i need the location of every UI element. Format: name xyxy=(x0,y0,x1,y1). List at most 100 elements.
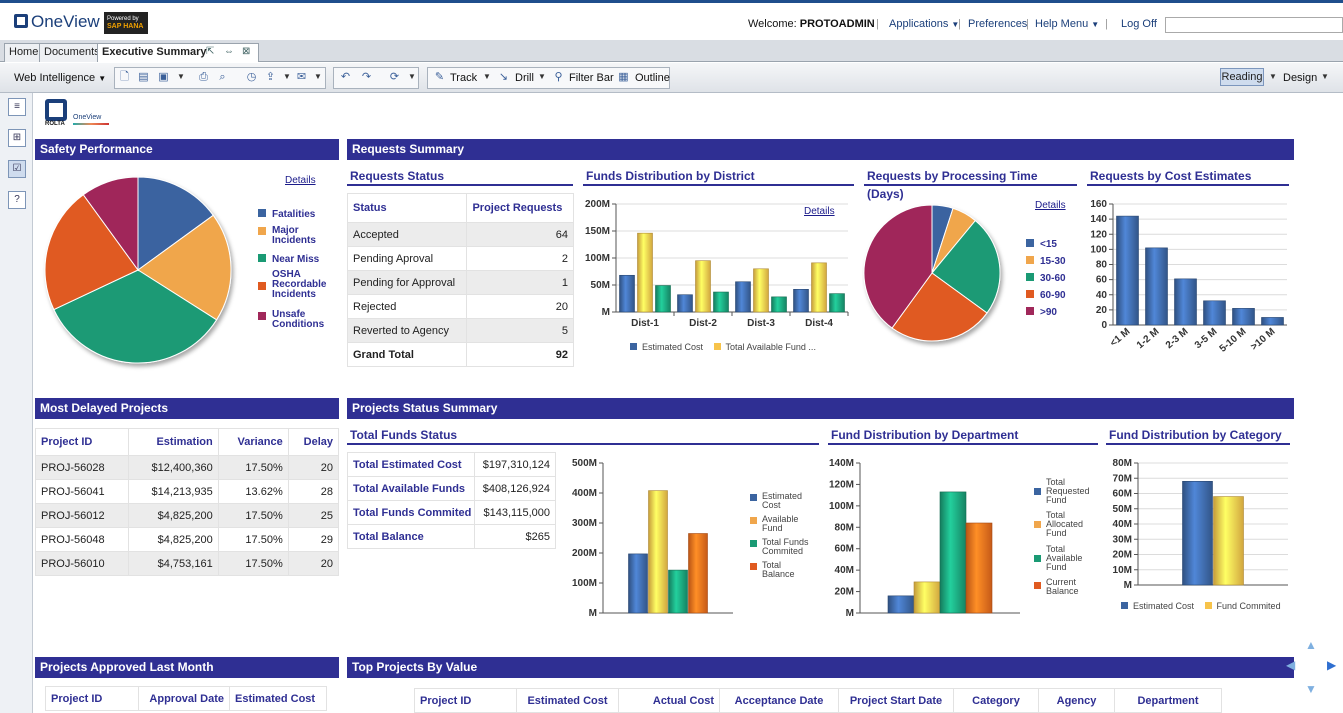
x-tick-label: Dist-2 xyxy=(689,318,717,329)
bar[interactable] xyxy=(713,291,729,313)
pie-slice[interactable] xyxy=(53,269,218,364)
help-icon[interactable]: ? xyxy=(8,191,26,209)
pie-slice[interactable] xyxy=(931,219,1001,314)
email-caret-icon[interactable]: ▼ xyxy=(314,72,322,81)
input-controls-icon[interactable]: ☑ xyxy=(8,160,26,178)
filter-bar-button[interactable]: Filter Bar xyxy=(569,72,614,84)
filter-bar-icon[interactable]: ⚲ xyxy=(554,71,563,83)
search-input[interactable] xyxy=(1165,17,1343,33)
drill-button[interactable]: Drill xyxy=(515,72,534,84)
bar[interactable] xyxy=(913,581,941,614)
close-tab-icon[interactable]: ⊠ xyxy=(242,46,251,57)
bar[interactable] xyxy=(688,533,708,614)
applications-menu[interactable]: Applications ▼ xyxy=(889,18,960,30)
bar[interactable] xyxy=(655,285,671,313)
bar[interactable] xyxy=(695,260,711,313)
float-icon[interactable]: ⇔ xyxy=(224,46,234,57)
pie-slice[interactable] xyxy=(44,194,139,311)
web-intelligence-menu[interactable]: Web Intelligence ▼ xyxy=(14,72,107,84)
bar[interactable] xyxy=(648,490,668,614)
cost-estimates-chart: 0 20 40 60 80 100 120 140 160 <1 M 1-2 M 2-3 M 3-5 M… xyxy=(1090,199,1287,355)
pie-slice[interactable] xyxy=(137,214,232,321)
email-icon[interactable]: ✉ xyxy=(296,71,307,83)
document-summary-icon[interactable]: ≡ xyxy=(8,98,26,116)
export-caret-icon[interactable]: ▼ xyxy=(283,72,291,81)
redo-icon[interactable]: ↷ xyxy=(361,71,372,83)
reading-caret-icon[interactable]: ▼ xyxy=(1269,72,1277,81)
pie-slice[interactable] xyxy=(137,176,214,271)
refresh-icon[interactable]: ⟳ xyxy=(389,71,400,83)
bar[interactable] xyxy=(1261,317,1284,326)
pie-slice[interactable] xyxy=(863,204,933,329)
page-right-arrow-icon[interactable]: ▶ xyxy=(1327,658,1337,672)
page-left-arrow-icon[interactable]: ◀ xyxy=(1286,658,1296,672)
track-icon[interactable]: ✎ xyxy=(434,71,445,83)
bar[interactable] xyxy=(939,491,967,614)
column-header: Approval Date xyxy=(138,686,230,711)
bar[interactable] xyxy=(637,232,653,313)
legend-item: Total Funds Commited xyxy=(750,538,812,561)
bar[interactable] xyxy=(771,296,787,313)
track-caret-icon[interactable]: ▼ xyxy=(483,72,491,81)
category-legend: Estimated Cost Fund Commited xyxy=(1121,602,1281,611)
bar[interactable] xyxy=(793,289,809,313)
bar[interactable] xyxy=(1182,480,1213,586)
funds-district-details-link[interactable]: Details xyxy=(804,206,835,217)
export-icon[interactable]: ⇪ xyxy=(265,71,276,83)
help-menu[interactable]: Help Menu ▼ xyxy=(1035,18,1100,30)
y-tick-label: M xyxy=(1124,580,1132,591)
design-caret-icon[interactable]: ▼ xyxy=(1321,72,1329,81)
print-icon[interactable]: ⎙ xyxy=(199,71,208,83)
bar[interactable] xyxy=(668,569,688,614)
safety-details-link[interactable]: Details xyxy=(285,175,316,186)
refresh-caret-icon[interactable]: ▼ xyxy=(408,72,416,81)
bar[interactable] xyxy=(1174,278,1197,326)
bar[interactable] xyxy=(753,268,769,313)
open-folder-icon[interactable]: ▤ xyxy=(138,71,149,83)
bar[interactable] xyxy=(1232,308,1255,326)
page-up-arrow-icon[interactable]: ▲ xyxy=(1305,638,1317,652)
tab-executive-summary[interactable]: Executive Summary xyxy=(97,43,259,62)
bar[interactable] xyxy=(619,274,635,313)
tab-home[interactable]: Home xyxy=(4,43,44,62)
bar[interactable] xyxy=(887,595,915,614)
bar[interactable] xyxy=(677,294,693,313)
preferences-link[interactable]: Preferences xyxy=(968,18,1028,30)
column-header: Project Requests xyxy=(466,193,574,223)
outline-icon[interactable]: ▦ xyxy=(618,71,629,83)
bar[interactable] xyxy=(1203,300,1226,326)
pin-icon[interactable]: ⇱ xyxy=(206,46,215,57)
bar[interactable] xyxy=(829,293,845,313)
new-document-icon[interactable]: 🗋 xyxy=(120,71,129,83)
find-icon[interactable]: ⌕ xyxy=(219,71,226,83)
bar[interactable] xyxy=(811,262,827,313)
legend-item: Available Fund xyxy=(750,515,812,538)
tab-documents[interactable]: Documents xyxy=(39,43,105,62)
save-icon[interactable]: ▣ xyxy=(158,71,169,83)
bar[interactable] xyxy=(1213,496,1244,586)
cost-estimates-title: Requests by Cost Estimates xyxy=(1087,167,1289,186)
drill-icon[interactable]: ↘ xyxy=(498,71,509,83)
undo-icon[interactable]: ↶ xyxy=(340,71,351,83)
pie-slice[interactable] xyxy=(891,272,988,342)
bar[interactable] xyxy=(1145,247,1168,326)
reading-mode-button[interactable]: Reading xyxy=(1220,68,1264,86)
pie-slice[interactable] xyxy=(82,176,139,272)
bar[interactable] xyxy=(735,281,751,313)
page-down-arrow-icon[interactable]: ▼ xyxy=(1305,682,1317,696)
y-tick-label: 120M xyxy=(829,479,854,490)
navigation-map-icon[interactable]: ⊞ xyxy=(8,129,26,147)
y-tick-label: 80M xyxy=(835,522,854,533)
outline-button[interactable]: Outline xyxy=(635,72,670,84)
bar[interactable] xyxy=(1116,215,1139,326)
history-icon[interactable]: ◷ xyxy=(246,71,257,83)
log-off-link[interactable]: Log Off xyxy=(1121,18,1157,30)
drill-caret-icon[interactable]: ▼ xyxy=(538,72,546,81)
processing-time-details-link[interactable]: Details xyxy=(1035,200,1066,211)
y-tick-label: 0 xyxy=(1101,320,1107,331)
bar[interactable] xyxy=(628,553,648,614)
design-mode-button[interactable]: Design xyxy=(1283,72,1318,84)
track-button[interactable]: Track xyxy=(450,72,478,84)
save-caret-icon[interactable]: ▼ xyxy=(177,72,185,81)
bar[interactable] xyxy=(965,522,993,614)
